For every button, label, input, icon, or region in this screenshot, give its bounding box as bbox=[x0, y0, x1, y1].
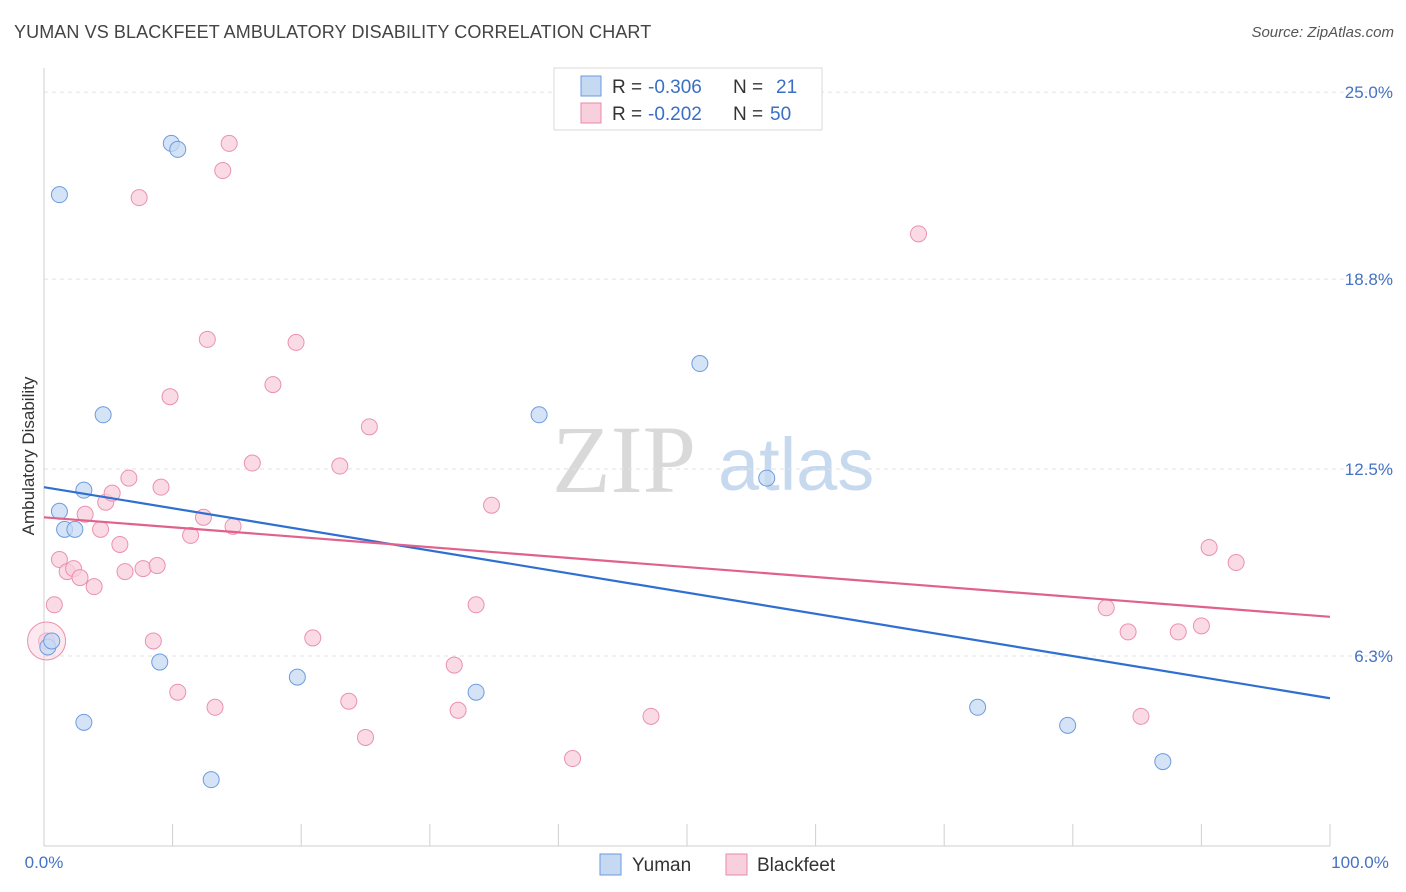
yuman-point bbox=[43, 632, 61, 650]
y-tick-label: 18.8% bbox=[1345, 270, 1393, 289]
y-tick-labels: 6.3% 12.5% 18.8% 25.0% bbox=[1345, 83, 1393, 666]
blackfeet-trend-line bbox=[43, 516, 1331, 618]
blackfeet-point bbox=[220, 134, 238, 152]
yuman-point bbox=[467, 683, 485, 701]
yuman-point bbox=[530, 406, 548, 424]
blackfeet-point bbox=[243, 454, 261, 472]
yuman-points bbox=[39, 134, 1172, 789]
stats-legend: R = -0.306 N = 21 R = -0.202 N = 50 bbox=[553, 67, 823, 131]
yuman-point bbox=[969, 698, 987, 716]
yuman-n-value: 21 bbox=[776, 77, 797, 98]
yuman-n-label: N = bbox=[733, 77, 763, 98]
chart-title: YUMAN VS BLACKFEET AMBULATORY DISABILITY… bbox=[14, 22, 652, 42]
blackfeet-legend-swatch bbox=[580, 102, 602, 124]
blackfeet-point bbox=[449, 701, 467, 719]
yuman-point bbox=[75, 481, 93, 499]
y-axis-label: Ambulatory Disability bbox=[19, 376, 38, 535]
blackfeet-point bbox=[360, 418, 378, 436]
blackfeet-series-label: Blackfeet bbox=[757, 855, 836, 876]
blackfeet-points bbox=[27, 134, 1245, 768]
blackfeet-r-label: R = bbox=[612, 104, 642, 125]
blackfeet-point bbox=[206, 698, 224, 716]
blackfeet-point bbox=[130, 189, 148, 207]
yuman-point bbox=[169, 140, 187, 158]
yuman-point bbox=[1154, 753, 1172, 771]
blackfeet-point bbox=[1227, 554, 1245, 572]
blackfeet-point bbox=[331, 457, 349, 475]
y-tick-label: 25.0% bbox=[1345, 83, 1393, 102]
yuman-point bbox=[66, 520, 84, 538]
yuman-series-swatch bbox=[599, 853, 622, 876]
blackfeet-point bbox=[642, 707, 660, 725]
y-tick-label: 12.5% bbox=[1345, 460, 1393, 479]
blackfeet-point bbox=[152, 478, 170, 496]
blackfeet-point bbox=[120, 469, 138, 487]
blackfeet-point bbox=[169, 683, 187, 701]
x-tick-label-max: 100.0% bbox=[1331, 853, 1389, 872]
blackfeet-point bbox=[50, 551, 68, 569]
yuman-legend-swatch bbox=[580, 75, 602, 97]
blackfeet-point bbox=[340, 692, 358, 710]
series-legend: Yuman Blackfeet bbox=[599, 853, 836, 876]
yuman-r-value: -0.306 bbox=[648, 77, 702, 98]
blackfeet-point bbox=[264, 376, 282, 394]
blackfeet-point bbox=[214, 162, 232, 180]
y-tick-label: 6.3% bbox=[1354, 647, 1393, 666]
yuman-point bbox=[758, 469, 776, 487]
blackfeet-point bbox=[76, 505, 94, 523]
blackfeet-point bbox=[1132, 707, 1150, 725]
blackfeet-series-swatch bbox=[725, 853, 748, 876]
blackfeet-point bbox=[182, 526, 200, 544]
blackfeet-point bbox=[304, 629, 322, 647]
x-tick-label-min: 0.0% bbox=[25, 853, 64, 872]
blackfeet-point bbox=[1097, 599, 1115, 617]
blackfeet-point bbox=[71, 569, 89, 587]
blackfeet-n-label: N = bbox=[733, 104, 763, 125]
source-credit: Source: ZipAtlas.com bbox=[1251, 24, 1394, 41]
yuman-point bbox=[94, 406, 112, 424]
blackfeet-point bbox=[92, 520, 110, 538]
blackfeet-point bbox=[85, 578, 103, 596]
blackfeet-n-value: 50 bbox=[770, 104, 791, 125]
yuman-point bbox=[1059, 716, 1077, 734]
blackfeet-point bbox=[1169, 623, 1187, 641]
yuman-point bbox=[50, 186, 68, 204]
watermark-atlas: atlas bbox=[718, 423, 874, 506]
blackfeet-r-value: -0.202 bbox=[648, 104, 702, 125]
blackfeet-point bbox=[45, 596, 63, 614]
blackfeet-point bbox=[467, 596, 485, 614]
blackfeet-point bbox=[111, 535, 129, 553]
gridlines bbox=[44, 91, 1392, 657]
trend-lines bbox=[43, 486, 1331, 700]
x-ticks bbox=[43, 824, 1331, 846]
yuman-point bbox=[75, 713, 93, 731]
blackfeet-point bbox=[198, 330, 216, 348]
blackfeet-point bbox=[483, 496, 501, 514]
blackfeet-point bbox=[161, 388, 179, 406]
yuman-point bbox=[50, 502, 68, 520]
blackfeet-point bbox=[357, 728, 374, 746]
yuman-r-label: R = bbox=[612, 77, 642, 98]
yuman-point bbox=[151, 653, 169, 671]
yuman-point bbox=[691, 355, 709, 373]
blackfeet-point bbox=[1192, 617, 1210, 635]
blackfeet-point bbox=[134, 560, 152, 578]
blackfeet-point bbox=[148, 557, 166, 575]
blackfeet-point bbox=[909, 225, 927, 243]
watermark-zip: ZIP bbox=[552, 406, 696, 513]
blackfeet-point bbox=[1200, 538, 1218, 556]
blackfeet-point bbox=[116, 563, 134, 581]
yuman-point bbox=[288, 668, 306, 686]
yuman-series-label: Yuman bbox=[632, 855, 691, 876]
yuman-trend-line bbox=[43, 486, 1331, 700]
blackfeet-point bbox=[445, 656, 463, 674]
blackfeet-point bbox=[1119, 623, 1137, 641]
blackfeet-point bbox=[287, 333, 305, 351]
blackfeet-point bbox=[564, 750, 582, 768]
yuman-point bbox=[202, 771, 220, 789]
blackfeet-point bbox=[144, 632, 162, 650]
